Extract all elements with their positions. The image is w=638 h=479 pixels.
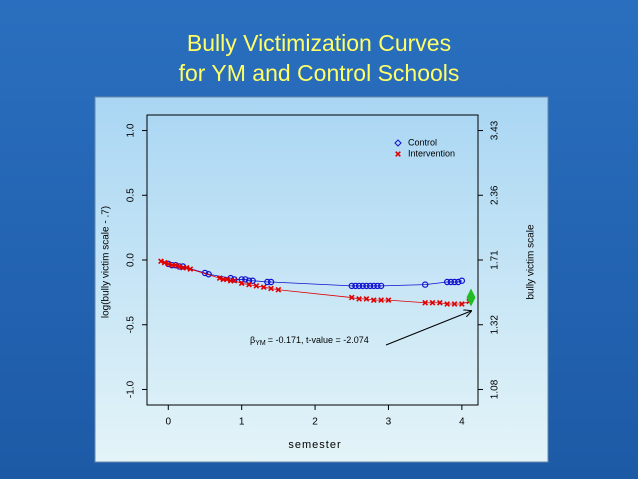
point: [444, 301, 451, 307]
point: [260, 284, 267, 291]
point: [377, 282, 385, 290]
point: [378, 297, 384, 303]
y-axis-label: log(bully victim scale - .7): [101, 206, 112, 318]
point: [355, 282, 363, 290]
point: [447, 278, 455, 286]
point: [161, 259, 168, 266]
legend-label: Control: [408, 137, 437, 147]
y-tick-label: 1.0: [126, 123, 137, 137]
legend-label: Intervention: [408, 148, 455, 158]
y-tick-label: 0.0: [126, 253, 137, 267]
point: [422, 299, 429, 306]
point: [374, 282, 381, 290]
point: [176, 263, 183, 270]
point: [246, 281, 252, 288]
point: [267, 278, 275, 286]
slide-title: for YM and Control Schools: [179, 60, 460, 86]
x-axis-label: semester: [288, 439, 341, 451]
y-tick-label: 0.5: [126, 188, 137, 202]
point: [172, 262, 179, 269]
annotation-arrow: [385, 311, 471, 346]
x-tick-label: 4: [459, 417, 465, 428]
point: [370, 282, 377, 290]
point: [183, 264, 190, 271]
point: [253, 283, 260, 289]
annotation-text: = -0.171, t-value = -2.074: [268, 335, 369, 345]
point: [242, 276, 249, 283]
point: [363, 295, 370, 302]
point: [370, 297, 377, 303]
point: [454, 278, 462, 286]
point: [363, 282, 370, 290]
y2-axis-label: bully victim scale: [526, 224, 537, 299]
y2-tick-label: 1.32: [490, 315, 501, 335]
point: [264, 278, 271, 286]
point: [451, 301, 458, 307]
point: [238, 280, 245, 287]
point: [429, 299, 436, 306]
annotation: βYM = -0.171, t-value = -2.074: [250, 335, 369, 346]
point: [238, 276, 245, 283]
point: [231, 277, 238, 284]
annotation-subscript: YM: [255, 340, 266, 347]
point: [421, 281, 429, 288]
point: [458, 277, 466, 284]
point: [245, 277, 253, 284]
point: [165, 261, 172, 267]
y-tick-label: -1.0: [126, 380, 137, 398]
point: [275, 286, 282, 293]
point: [249, 277, 256, 284]
point: [443, 278, 451, 286]
point: [385, 297, 392, 303]
annotation-symbol: β: [250, 335, 255, 345]
y2-tick-label: 3.43: [490, 120, 501, 140]
point: [458, 301, 465, 307]
point: [187, 266, 194, 272]
point: [348, 282, 355, 290]
y2-tick-label: 1.08: [490, 379, 501, 399]
y2-tick-label: 2.36: [490, 185, 501, 205]
x-tick-label: 3: [386, 417, 392, 428]
y-tick-label: -0.5: [126, 316, 137, 334]
point: [348, 294, 355, 301]
series-line: [168, 263, 462, 287]
point: [451, 278, 458, 286]
x-tick-label: 1: [239, 417, 245, 428]
point: [359, 282, 366, 290]
y2-tick-label: 1.71: [490, 250, 501, 270]
point: [216, 275, 223, 281]
point: [366, 282, 374, 290]
x-tick-label: 0: [166, 417, 172, 428]
point: [436, 299, 443, 306]
point: [158, 258, 164, 265]
legend-marker: [394, 139, 402, 147]
x-tick-label: 2: [312, 417, 318, 428]
point: [352, 282, 359, 290]
point: [356, 295, 362, 302]
slide-title: Bully Victimization Curves: [187, 30, 451, 56]
point: [268, 285, 274, 292]
point: [224, 276, 230, 283]
legend-marker: [395, 151, 401, 157]
chart-panel: [94, 96, 549, 463]
